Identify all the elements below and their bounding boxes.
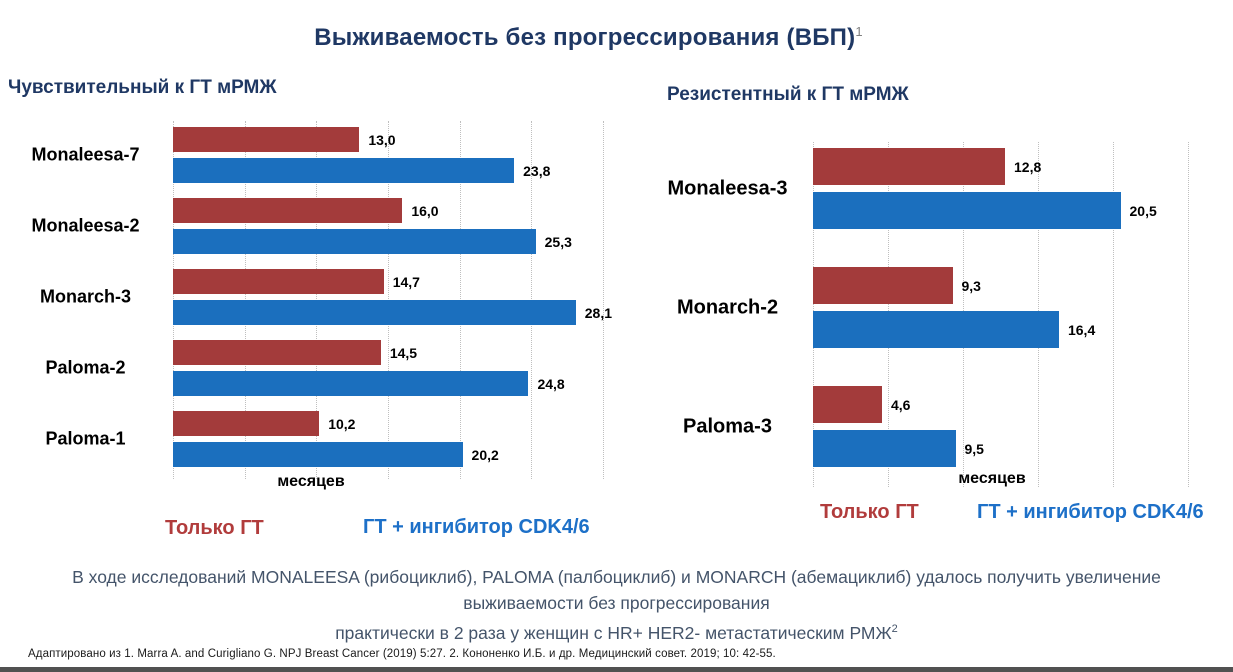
category-label: Monaleesa-7: [31, 144, 140, 165]
value-label: 25,3: [544, 233, 572, 250]
category-label: Monarch-3: [39, 286, 131, 307]
bottom-border-line: [0, 667, 1233, 672]
bar-only-ht: [813, 386, 882, 423]
category-label: Monarch-2: [676, 296, 779, 318]
value-label: 12,8: [1014, 158, 1042, 175]
value-label: 10,2: [328, 415, 356, 432]
bar-row: 16,4: [813, 311, 1188, 348]
bar-row: 20,5: [813, 192, 1188, 229]
value-label: 9,5: [964, 440, 984, 457]
bar-row: 4,6: [813, 386, 1188, 423]
bar-group: Monaleesa-7 13,0 23,8: [31, 127, 603, 183]
summary-line-2: выживаемости без прогрессирования: [463, 593, 770, 613]
summary-line-1: В ходе исследований MONALEESA (рибоцикли…: [72, 567, 1161, 587]
value-label: 16,0: [411, 202, 439, 219]
bar-ht-cdk: [173, 229, 536, 254]
value-label: 4,6: [891, 396, 911, 413]
bar-group: Monaleesa-3 12,8 20,5: [667, 148, 1188, 229]
x-axis-label-right: месяцев: [958, 470, 1026, 487]
legend-ht-cdk-right: ГТ + ингибитор CDK4/6: [977, 501, 1204, 523]
bar-ht-cdk: [813, 192, 1121, 229]
value-label: 14,7: [392, 273, 420, 290]
x-axis-label-left: месяцев: [277, 473, 345, 490]
value-label: 24,8: [537, 375, 565, 392]
value-label: 16,4: [1067, 321, 1096, 338]
bar-row: 25,3: [173, 229, 603, 254]
bar-row: 10,2: [173, 411, 603, 436]
bar-group: Monaleesa-2 16,0 25,3: [31, 198, 603, 254]
right-chart-heading: Резистентный к ГТ мРМЖ: [667, 84, 909, 105]
summary-line-3-text: практически в 2 раза у женщин с HR+ HER2…: [335, 622, 892, 643]
bar-ht-cdk: [813, 430, 956, 467]
bar-row: 28,1: [173, 300, 612, 325]
bar-ht-cdk: [173, 158, 515, 183]
bar-only-ht: [173, 198, 403, 223]
footnote: Адаптировано из 1. Marra A. and Curiglia…: [28, 648, 776, 660]
bar-ht-cdk: [173, 442, 463, 467]
bar-ht-cdk: [173, 300, 576, 325]
bar-row: 9,5: [813, 430, 1188, 467]
bar-only-ht: [173, 411, 320, 436]
bar-group: Paloma-1 10,2 20,2: [45, 411, 603, 467]
value-label: 9,3: [961, 277, 981, 294]
bar-row: 14,7: [173, 269, 603, 294]
bar-row: 23,8: [173, 158, 603, 183]
page-title-text: Выживаемость без прогрессирования (ВБП): [314, 24, 856, 51]
value-label: 28,1: [584, 304, 613, 321]
value-label: 14,5: [389, 344, 418, 361]
category-label: Monaleesa-3: [667, 177, 788, 199]
value-label: 20,5: [1129, 202, 1157, 219]
bar-row: 12,8: [813, 148, 1188, 185]
bar-row: 9,3: [813, 267, 1188, 304]
category-label: Monaleesa-2: [31, 215, 140, 236]
bar-only-ht: [173, 269, 384, 294]
bar-only-ht: [173, 340, 381, 365]
left-chart-heading: Чувствительный к ГТ мРМЖ: [8, 77, 277, 98]
bar-group: Paloma-2 14,5 24,8: [45, 340, 603, 396]
bar-ht-cdk: [813, 311, 1059, 348]
bar-row: 20,2: [173, 442, 603, 467]
bar-group: Monarch-3 14,7 28,1: [40, 269, 612, 325]
bar-row: 14,5: [173, 340, 603, 365]
chart-ht-sensitive: Monaleesa-7 13,0 23,8 Monaleesa-2 16,0 25,3 Mo…: [10, 121, 612, 479]
value-label: 13,0: [368, 131, 396, 148]
gridline: [1188, 142, 1189, 487]
summary-line-3: практически в 2 раза у женщин с HR+ HER2…: [0, 616, 1233, 646]
bar-row: 16,0: [173, 198, 603, 223]
legend-only-ht-right: Только ГТ: [820, 501, 919, 523]
gridline: [603, 121, 604, 479]
summary-footnote-ref: 2: [891, 623, 898, 635]
bar-group: Monarch-2 9,3 16,4: [677, 267, 1188, 348]
category-label: Paloma-3: [683, 415, 772, 437]
legend-only-ht-left: Только ГТ: [165, 517, 264, 539]
bar-only-ht: [173, 127, 360, 152]
plot-area-left: Monaleesa-7 13,0 23,8 Monaleesa-2 16,0 25,3 Mo…: [31, 121, 612, 479]
bar-row: 24,8: [173, 371, 603, 396]
bar-only-ht: [813, 148, 1005, 185]
chart-ht-resistant: Monaleesa-3 12,8 20,5 Monarch-2 9,3 16,4 Palom…: [658, 142, 1189, 487]
category-label: Paloma-2: [45, 357, 126, 378]
value-label: 20,2: [471, 446, 499, 463]
summary-text: В ходе исследований MONALEESA (рибоцикли…: [0, 564, 1233, 646]
title-footnote-ref: 1: [855, 24, 863, 39]
bar-only-ht: [813, 267, 953, 304]
value-label: 23,8: [523, 162, 551, 179]
category-label: Paloma-1: [45, 428, 126, 449]
page-title: Выживаемость без прогрессирования (ВБП)1: [0, 24, 1205, 52]
plot-area-right: Monaleesa-3 12,8 20,5 Monarch-2 9,3 16,4 Palom…: [667, 142, 1189, 487]
bar-row: 13,0: [173, 127, 603, 152]
bar-ht-cdk: [173, 371, 529, 396]
gridline: [1113, 142, 1114, 487]
legend-ht-cdk-left: ГТ + ингибитор CDK4/6: [363, 516, 590, 538]
bar-group: Paloma-3 4,6 9,5: [683, 386, 1188, 467]
